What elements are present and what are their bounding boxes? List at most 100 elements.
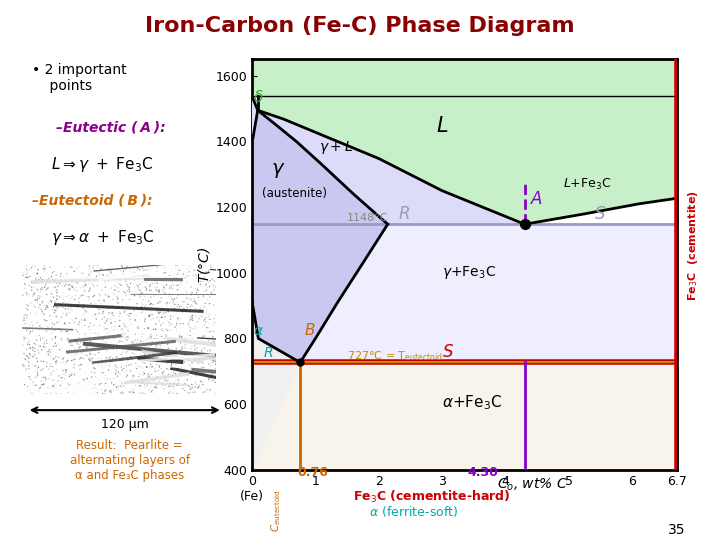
Point	[80, 280, 91, 289]
Point	[103, 265, 114, 273]
Point	[110, 366, 122, 374]
Point	[151, 367, 163, 376]
Point	[57, 355, 68, 363]
Point	[158, 377, 169, 386]
Point	[202, 366, 214, 375]
Point	[156, 313, 167, 322]
Point	[104, 374, 116, 383]
Point	[64, 372, 76, 380]
Point	[84, 355, 96, 364]
Point	[37, 299, 48, 307]
Point	[204, 310, 215, 319]
Point	[126, 371, 138, 380]
Point	[174, 330, 186, 339]
Point	[58, 275, 70, 284]
Point	[115, 281, 127, 289]
Point	[94, 361, 105, 370]
Point	[171, 360, 182, 369]
Point	[199, 313, 211, 322]
Point	[148, 334, 160, 343]
Point	[137, 289, 148, 298]
Point	[202, 352, 213, 360]
Point	[181, 278, 193, 286]
Point	[209, 338, 220, 346]
Point	[141, 362, 153, 371]
Point	[91, 315, 102, 323]
Point	[51, 302, 63, 311]
Point	[133, 285, 145, 294]
Point	[185, 316, 197, 325]
Point	[127, 386, 139, 395]
Point	[163, 293, 174, 301]
Point	[34, 384, 45, 393]
Point	[130, 381, 141, 390]
Point	[162, 299, 174, 307]
Point	[91, 272, 102, 281]
Point	[69, 336, 81, 345]
Point	[186, 383, 198, 392]
Point	[145, 387, 157, 396]
Point	[71, 327, 83, 336]
Point	[143, 372, 154, 380]
Point	[147, 362, 158, 371]
Point	[24, 340, 35, 349]
Point	[198, 323, 210, 332]
Point	[110, 368, 122, 377]
Point	[179, 286, 190, 294]
Point	[171, 375, 182, 384]
Point	[116, 325, 127, 334]
Point	[64, 383, 76, 392]
Point	[60, 276, 71, 285]
Point	[69, 333, 81, 342]
Point	[104, 388, 116, 396]
Point	[42, 383, 54, 392]
Point	[68, 390, 79, 399]
Point	[21, 339, 32, 347]
Point	[71, 286, 82, 295]
Point	[128, 335, 140, 343]
Point	[113, 368, 125, 376]
Point	[128, 306, 140, 315]
Point	[195, 369, 207, 377]
Point	[107, 302, 118, 310]
Point	[78, 279, 90, 287]
Point	[192, 292, 204, 300]
Point	[186, 383, 197, 392]
Point	[167, 334, 179, 343]
Point	[132, 372, 144, 381]
Point	[56, 345, 68, 353]
Point	[141, 285, 153, 293]
Point	[171, 381, 183, 389]
Point	[40, 303, 52, 312]
Point	[174, 375, 186, 383]
Point	[96, 356, 107, 365]
Point	[141, 380, 153, 388]
Point	[106, 309, 117, 318]
Point	[71, 369, 82, 377]
Point	[59, 366, 71, 374]
Point	[208, 312, 220, 321]
Point	[186, 311, 198, 320]
Point	[163, 271, 175, 280]
Point	[60, 276, 71, 285]
Point	[130, 360, 142, 369]
Point	[140, 283, 151, 292]
Point	[168, 299, 179, 307]
Point	[129, 276, 140, 285]
Point	[40, 327, 52, 335]
Point	[50, 339, 61, 347]
Point	[134, 294, 145, 302]
Point	[112, 294, 124, 303]
Point	[40, 343, 51, 352]
Point	[37, 315, 49, 323]
Point	[63, 346, 75, 355]
Y-axis label: $T$(°C): $T$(°C)	[197, 246, 212, 283]
Point	[210, 367, 222, 375]
Point	[143, 312, 155, 321]
Point	[132, 264, 144, 272]
Point	[156, 381, 167, 390]
Point	[138, 356, 149, 365]
Point	[180, 300, 192, 308]
Point	[181, 272, 193, 280]
Point	[163, 382, 175, 391]
